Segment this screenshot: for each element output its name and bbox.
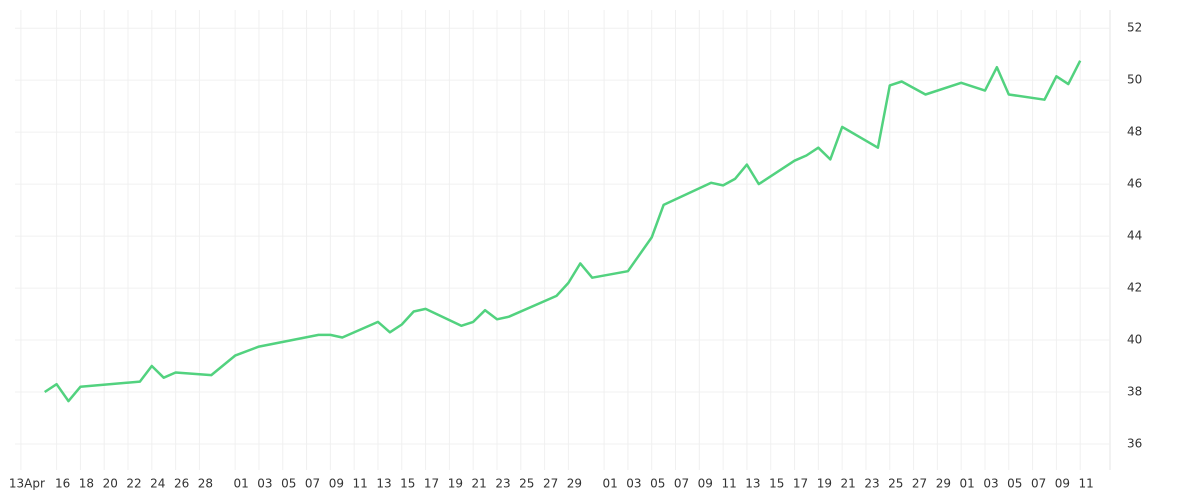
- x-tick-label: 11: [353, 477, 368, 491]
- x-tick-label: 03: [626, 477, 641, 491]
- x-tick-label: 13: [376, 477, 391, 491]
- y-tick-label: 50: [1127, 73, 1142, 87]
- x-tick-label: 25: [519, 477, 534, 491]
- y-tick-label: 44: [1127, 229, 1142, 243]
- x-tick-label: 17: [424, 477, 439, 491]
- x-tick-label: 27: [543, 477, 558, 491]
- y-tick-label: 46: [1127, 177, 1142, 191]
- x-tick-label: 01: [960, 477, 975, 491]
- price-line: [44, 60, 1082, 403]
- x-tick-label: 01: [234, 477, 249, 491]
- x-tick-label: 15: [400, 477, 415, 491]
- x-tick-label: 13Apr: [9, 477, 45, 491]
- x-tick-label: 29: [936, 477, 951, 491]
- y-tick-label: 40: [1127, 333, 1142, 347]
- x-tick-label: 09: [329, 477, 344, 491]
- x-tick-label: 05: [281, 477, 296, 491]
- x-tick-label: 11: [721, 477, 736, 491]
- x-tick-label: 29: [567, 477, 582, 491]
- y-tick-label: 36: [1127, 437, 1142, 451]
- x-tick-label: 25: [888, 477, 903, 491]
- x-tick-label: 11: [1079, 477, 1094, 491]
- x-tick-label: 03: [257, 477, 272, 491]
- x-tick-label: 20: [103, 477, 118, 491]
- x-tick-label: 03: [983, 477, 998, 491]
- x-tick-label: 19: [448, 477, 463, 491]
- x-tick-label: 21: [841, 477, 856, 491]
- x-tick-label: 23: [495, 477, 510, 491]
- y-tick-label: 52: [1127, 21, 1142, 35]
- x-tick-label: 27: [912, 477, 927, 491]
- x-tick-label: 21: [472, 477, 487, 491]
- y-tick-label: 42: [1127, 281, 1142, 295]
- x-tick-label: 07: [674, 477, 689, 491]
- y-tick-label: 38: [1127, 385, 1142, 399]
- x-tick-label: 22: [126, 477, 141, 491]
- x-tick-label: 17: [793, 477, 808, 491]
- x-tick-label: 01: [602, 477, 617, 491]
- x-tick-label: 23: [864, 477, 879, 491]
- x-tick-label: 05: [650, 477, 665, 491]
- y-tick-label: 48: [1127, 125, 1142, 139]
- x-tick-label: 16: [55, 477, 70, 491]
- x-tick-label: 05: [1007, 477, 1022, 491]
- x-tick-label: 13: [745, 477, 760, 491]
- x-tick-label: 28: [198, 477, 213, 491]
- x-tick-label: 19: [817, 477, 832, 491]
- x-tick-label: 07: [305, 477, 320, 491]
- x-tick-label: 07: [1031, 477, 1046, 491]
- x-tick-label: 18: [79, 477, 94, 491]
- x-tick-label: 15: [769, 477, 784, 491]
- x-tick-label: 26: [174, 477, 189, 491]
- x-tick-label: 09: [1055, 477, 1070, 491]
- x-tick-label: 09: [698, 477, 713, 491]
- x-tick-label: 24: [150, 477, 165, 491]
